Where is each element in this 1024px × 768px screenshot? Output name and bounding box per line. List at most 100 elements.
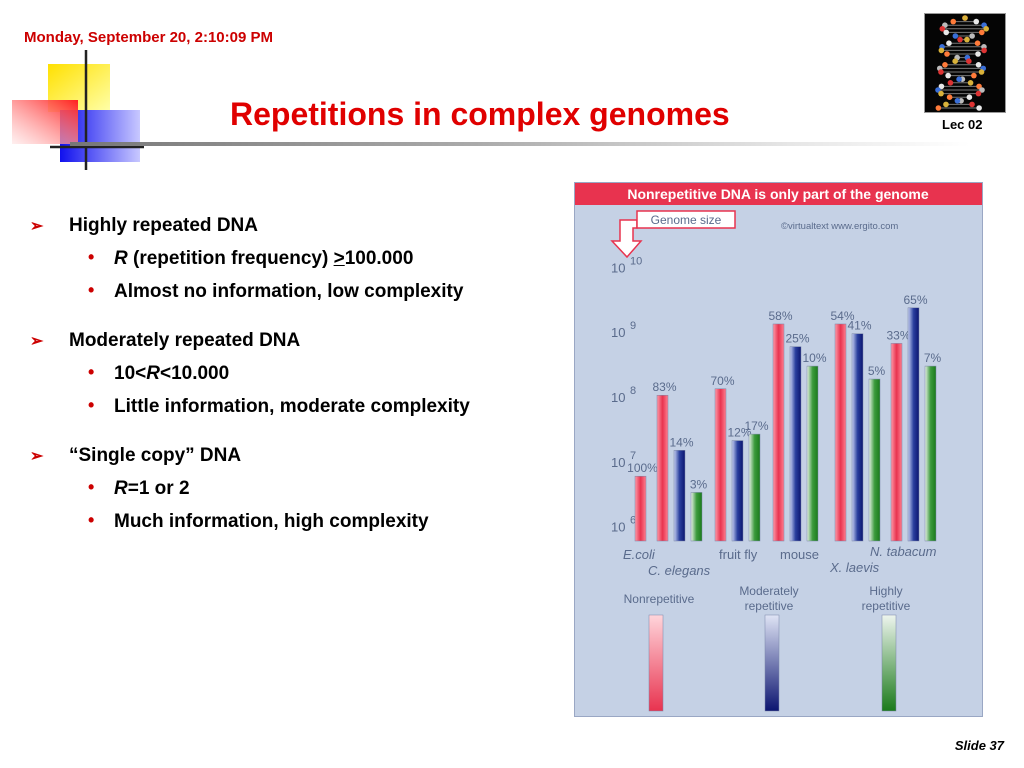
helix-atom: [971, 72, 977, 79]
helix-atom: [966, 58, 972, 64]
y-tick-label: 10: [611, 455, 625, 470]
bar-value-label: 17%: [744, 419, 768, 433]
bar-value-label: 100%: [627, 461, 658, 475]
species-label: fruit fly: [719, 547, 758, 562]
bar-high: [868, 378, 881, 542]
r-symbol: R: [146, 363, 160, 384]
gte-symbol: >: [333, 248, 345, 269]
helix-atom: [978, 29, 985, 36]
y-tick-exponent: 6: [630, 515, 636, 527]
bar-value-label: 3%: [690, 477, 708, 491]
legend-label: Nonrepetitive: [624, 592, 695, 606]
bar-mod: [673, 450, 686, 542]
bar-value-label: 25%: [785, 332, 809, 346]
bar-nonrep: [714, 388, 727, 542]
y-tick-label: 10: [611, 260, 625, 275]
text-part: =1 or 2: [127, 478, 190, 499]
bar-high: [690, 492, 703, 542]
title-divider: [70, 142, 970, 146]
helix-atom: [950, 18, 957, 25]
genome-size-box: [636, 210, 736, 229]
helix-atom: [938, 47, 945, 54]
helix-atom: [947, 80, 954, 86]
y-tick-exponent: 8: [630, 385, 636, 397]
bar-high: [748, 433, 761, 542]
slide-number: Slide 37: [954, 738, 1004, 753]
species-label: N. tabacum: [870, 544, 937, 559]
helix-atom: [983, 26, 989, 32]
bar-value-label: 41%: [847, 319, 871, 333]
figure-title: Nonrepetitive DNA is only part of the ge…: [627, 186, 929, 202]
bullet-text: “Single copy” DNA: [69, 445, 242, 466]
r-symbol: R: [114, 248, 128, 269]
r-symbol: R: [114, 478, 128, 499]
y-tick-label: 10: [611, 520, 625, 535]
arrow-bullet-icon: ➢: [30, 448, 44, 465]
legend-label: Moderately: [739, 584, 798, 598]
helix-atom: [938, 90, 944, 97]
helix-atom: [939, 26, 946, 32]
genome-size-arrow-icon: [610, 219, 643, 259]
dna-helix-image: [924, 13, 1006, 113]
helix-atom: [979, 87, 985, 93]
text-part: (repetition frequency): [127, 248, 334, 269]
legend-label: repetitive: [862, 599, 911, 613]
bar-value-label: 54%: [830, 309, 854, 323]
bar-value-label: 83%: [652, 380, 676, 394]
helix-atom: [952, 33, 959, 39]
dot-bullet-icon: •: [88, 280, 95, 300]
sub-bullet-text: Almost no information, low complexity: [114, 281, 464, 302]
bar-nonrep: [634, 475, 647, 542]
helix-atom: [942, 62, 948, 68]
helix-atom: [956, 76, 962, 82]
species-label: mouse: [780, 547, 819, 562]
dot-bullet-icon: •: [88, 395, 95, 415]
helix-atom: [938, 83, 945, 90]
sub-bullet-text: R=1 or 2: [114, 478, 190, 500]
bar-mod: [731, 440, 744, 542]
helix-atom: [957, 36, 963, 43]
bar-value-label: 65%: [903, 293, 927, 307]
sub-bullet-text: 10<R<10.000: [114, 363, 229, 385]
bullet-text: Moderately repeated DNA: [69, 330, 301, 351]
sub-bullet-text: R (repetition frequency) >100.000: [114, 248, 413, 270]
dot-bullet-icon: •: [88, 362, 95, 382]
genome-chart: Nonrepetitive DNA is only part of the ge…: [575, 183, 982, 712]
species-label: X. laevis: [829, 560, 880, 575]
helix-atom: [943, 29, 950, 36]
helix-atom: [975, 51, 981, 57]
bar-mod: [907, 307, 920, 542]
helix-atom: [981, 47, 987, 54]
species-label: E.coli: [623, 547, 656, 562]
dot-bullet-icon: •: [88, 477, 95, 497]
helix-atom: [952, 58, 958, 64]
helix-atom: [973, 18, 980, 25]
sub-bullet-text: Little information, moderate complexity: [114, 396, 470, 417]
legend-swatch-high: [881, 614, 897, 712]
helix-atom: [946, 40, 952, 46]
legend-label: Highly: [869, 584, 902, 598]
bar-mod: [851, 333, 864, 542]
figure-credit: ©virtualtext www.ergito.com: [781, 221, 898, 232]
helix-atom: [938, 69, 944, 75]
legend-swatch-nonrep: [648, 614, 664, 712]
decorative-corner-blocks: [12, 50, 144, 170]
sub-bullet-text: Much information, high complexity: [114, 511, 429, 532]
bar-value-label: 33%: [886, 328, 910, 342]
helix-atom: [943, 101, 949, 108]
bar-value-label: 5%: [868, 364, 886, 378]
dot-bullet-icon: •: [88, 510, 95, 530]
y-tick-label: 10: [611, 390, 625, 405]
bar-nonrep: [834, 323, 847, 542]
helix-atom: [966, 94, 973, 100]
bar-mod: [789, 346, 802, 542]
text-part: <10.000: [159, 363, 230, 384]
helix-atom: [935, 105, 942, 111]
bar-value-label: 7%: [924, 351, 942, 365]
helix-atom: [946, 94, 953, 100]
genome-size-label: Genome size: [651, 213, 722, 227]
helix-atom: [974, 40, 981, 46]
bar-nonrep: [656, 394, 669, 542]
legend-swatch-mod: [764, 614, 780, 712]
bar-high: [924, 365, 937, 542]
